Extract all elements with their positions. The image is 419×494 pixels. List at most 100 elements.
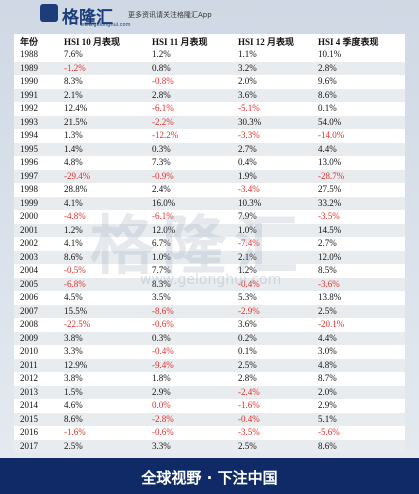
value-cell: -0.5%: [64, 265, 86, 275]
year-cell: 2015: [20, 413, 38, 424]
table-row: 2017 2.5% 3.3% 2.5% 8.6%: [14, 439, 405, 453]
value-cell: -12.2%: [152, 130, 179, 140]
value-cell: -0.4%: [238, 413, 260, 424]
table-row: 1988 7.6% 1.2% 1.1% 10.1%: [14, 48, 405, 62]
value-cell: 7.9%: [238, 211, 257, 221]
value-cell: 1.1%: [238, 49, 257, 59]
table-row: 2002 4.1% 6.7% -7.4% 2.7%: [14, 237, 405, 251]
value-cell: 2.5%: [238, 359, 257, 370]
value-cell: 1.2%: [238, 265, 257, 275]
value-cell: -7.4%: [238, 238, 260, 248]
year-cell: 2013: [20, 386, 38, 397]
value-cell: 14.5%: [318, 224, 342, 235]
year-cell: 1991: [20, 89, 38, 100]
header-row: 年份 HSI 10 月表现 HSI 11 月表现 HSI 12 月表现 HSI 4 季度…: [14, 34, 405, 48]
value-cell: 7.7%: [152, 265, 171, 275]
value-cell: -0.4%: [152, 346, 174, 356]
value-cell: 2.8%: [238, 373, 257, 383]
value-cell: 8.3%: [64, 76, 83, 86]
value-cell: 2.8%: [318, 62, 337, 73]
value-cell: 2.0%: [238, 76, 257, 86]
year-cell: 1992: [20, 103, 38, 113]
table-row: 2004 -0.5% 7.7% 1.2% 8.5%: [14, 264, 405, 278]
value-cell: 4.6%: [64, 400, 83, 410]
year-cell: 1990: [20, 76, 38, 86]
column-header: HSI 12 月表现: [238, 37, 295, 47]
value-cell: -0.6%: [152, 427, 174, 437]
value-cell: 2.0%: [318, 386, 337, 397]
footer-text: 全球视野 · 下注中国: [141, 469, 278, 487]
value-cell: 8.3%: [152, 278, 171, 289]
table: 年份 HSI 10 月表现 HSI 11 月表现 HSI 12 月表现 HSI 4 季度…: [14, 34, 405, 453]
value-cell: 10.1%: [318, 49, 342, 59]
value-cell: -1.6%: [64, 427, 86, 437]
value-cell: -3.6%: [318, 278, 340, 289]
value-cell: 1.3%: [64, 130, 83, 140]
value-cell: 3.8%: [64, 373, 83, 383]
footer: 全球视野 · 下注中国: [0, 458, 419, 494]
value-cell: 27.5%: [318, 184, 342, 194]
table-row: 1997 -29.4% -0.9% 1.9% -28.7%: [14, 169, 405, 183]
value-cell: -5.1%: [238, 103, 260, 113]
site-url: www.gelonghui.com: [80, 22, 131, 28]
value-cell: 4.8%: [64, 157, 83, 167]
value-cell: 0.3%: [152, 332, 171, 343]
table-row: 2011 12.9% -9.4% 2.5% 4.8%: [14, 358, 405, 372]
table-row: 2013 1.5% 2.9% -2.4% 2.0%: [14, 385, 405, 399]
table-row: 1995 1.4% 0.3% 2.7% 4.4%: [14, 142, 405, 156]
logo: 格隆汇: [62, 8, 113, 28]
value-cell: 4.5%: [64, 292, 83, 302]
year-cell: 2002: [20, 238, 38, 248]
value-cell: 7.3%: [152, 157, 171, 167]
value-cell: 0.8%: [152, 62, 171, 73]
year-cell: 2004: [20, 265, 38, 275]
value-cell: -4.8%: [64, 211, 86, 221]
header: 格隆汇 www.gelonghui.com 更多资讯请关注格隆汇App: [0, 0, 419, 32]
table-row: 1998 28.8% 2.4% -3.4% 27.5%: [14, 183, 405, 197]
value-cell: 3.3%: [64, 346, 83, 356]
year-cell: 2000: [20, 211, 38, 221]
value-cell: 4.1%: [64, 238, 83, 248]
year-cell: 2003: [20, 251, 38, 262]
table-row: 1990 8.3% -0.8% 2.0% 9.6%: [14, 75, 405, 89]
value-cell: -8.6%: [152, 305, 174, 316]
value-cell: 16.0%: [152, 197, 176, 208]
value-cell: 33.2%: [318, 197, 342, 208]
value-cell: 4.4%: [318, 332, 337, 343]
table-row: 2015 8.6% -2.8% -0.4% 5.1%: [14, 412, 405, 426]
year-cell: 1998: [20, 184, 38, 194]
table-row: 1999 4.1% 16.0% 10.3% 33.2%: [14, 196, 405, 210]
column-header: HSI 11 月表现: [152, 37, 208, 47]
year-cell: 2006: [20, 292, 38, 302]
year-cell: 2005: [20, 278, 38, 289]
value-cell: -20.1%: [318, 319, 345, 329]
year-cell: 1995: [20, 143, 38, 154]
value-cell: 54.0%: [318, 116, 342, 127]
value-cell: 3.8%: [64, 332, 83, 343]
value-cell: 0.4%: [238, 157, 257, 167]
year-cell: 2016: [20, 427, 38, 437]
value-cell: 1.0%: [152, 251, 171, 262]
year-cell: 1994: [20, 130, 38, 140]
table-row: 2009 3.8% 0.3% 0.2% 4.4%: [14, 331, 405, 345]
year-cell: 2017: [20, 440, 38, 451]
value-cell: -2.2%: [152, 116, 174, 127]
year-cell: 2001: [20, 224, 38, 235]
value-cell: -6.8%: [64, 278, 86, 289]
value-cell: 2.8%: [152, 89, 171, 100]
value-cell: -2.9%: [238, 305, 260, 316]
value-cell: 0.1%: [238, 346, 257, 356]
value-cell: 6.7%: [152, 238, 171, 248]
value-cell: 4.1%: [64, 197, 83, 208]
slogan: 更多资讯请关注格隆汇App: [128, 11, 212, 19]
value-cell: -14.0%: [318, 130, 345, 140]
value-cell: 0.0%: [152, 400, 171, 410]
year-cell: 1996: [20, 157, 38, 167]
value-cell: 2.7%: [238, 143, 257, 154]
table-row: 1993 21.5% -2.2% 30.3% 54.0%: [14, 115, 405, 129]
value-cell: 10.3%: [238, 197, 262, 208]
value-cell: 28.8%: [64, 184, 88, 194]
table-row: 2008 -22.5% -0.6% 3.6% -20.1%: [14, 318, 405, 332]
value-cell: 4.8%: [318, 359, 337, 370]
